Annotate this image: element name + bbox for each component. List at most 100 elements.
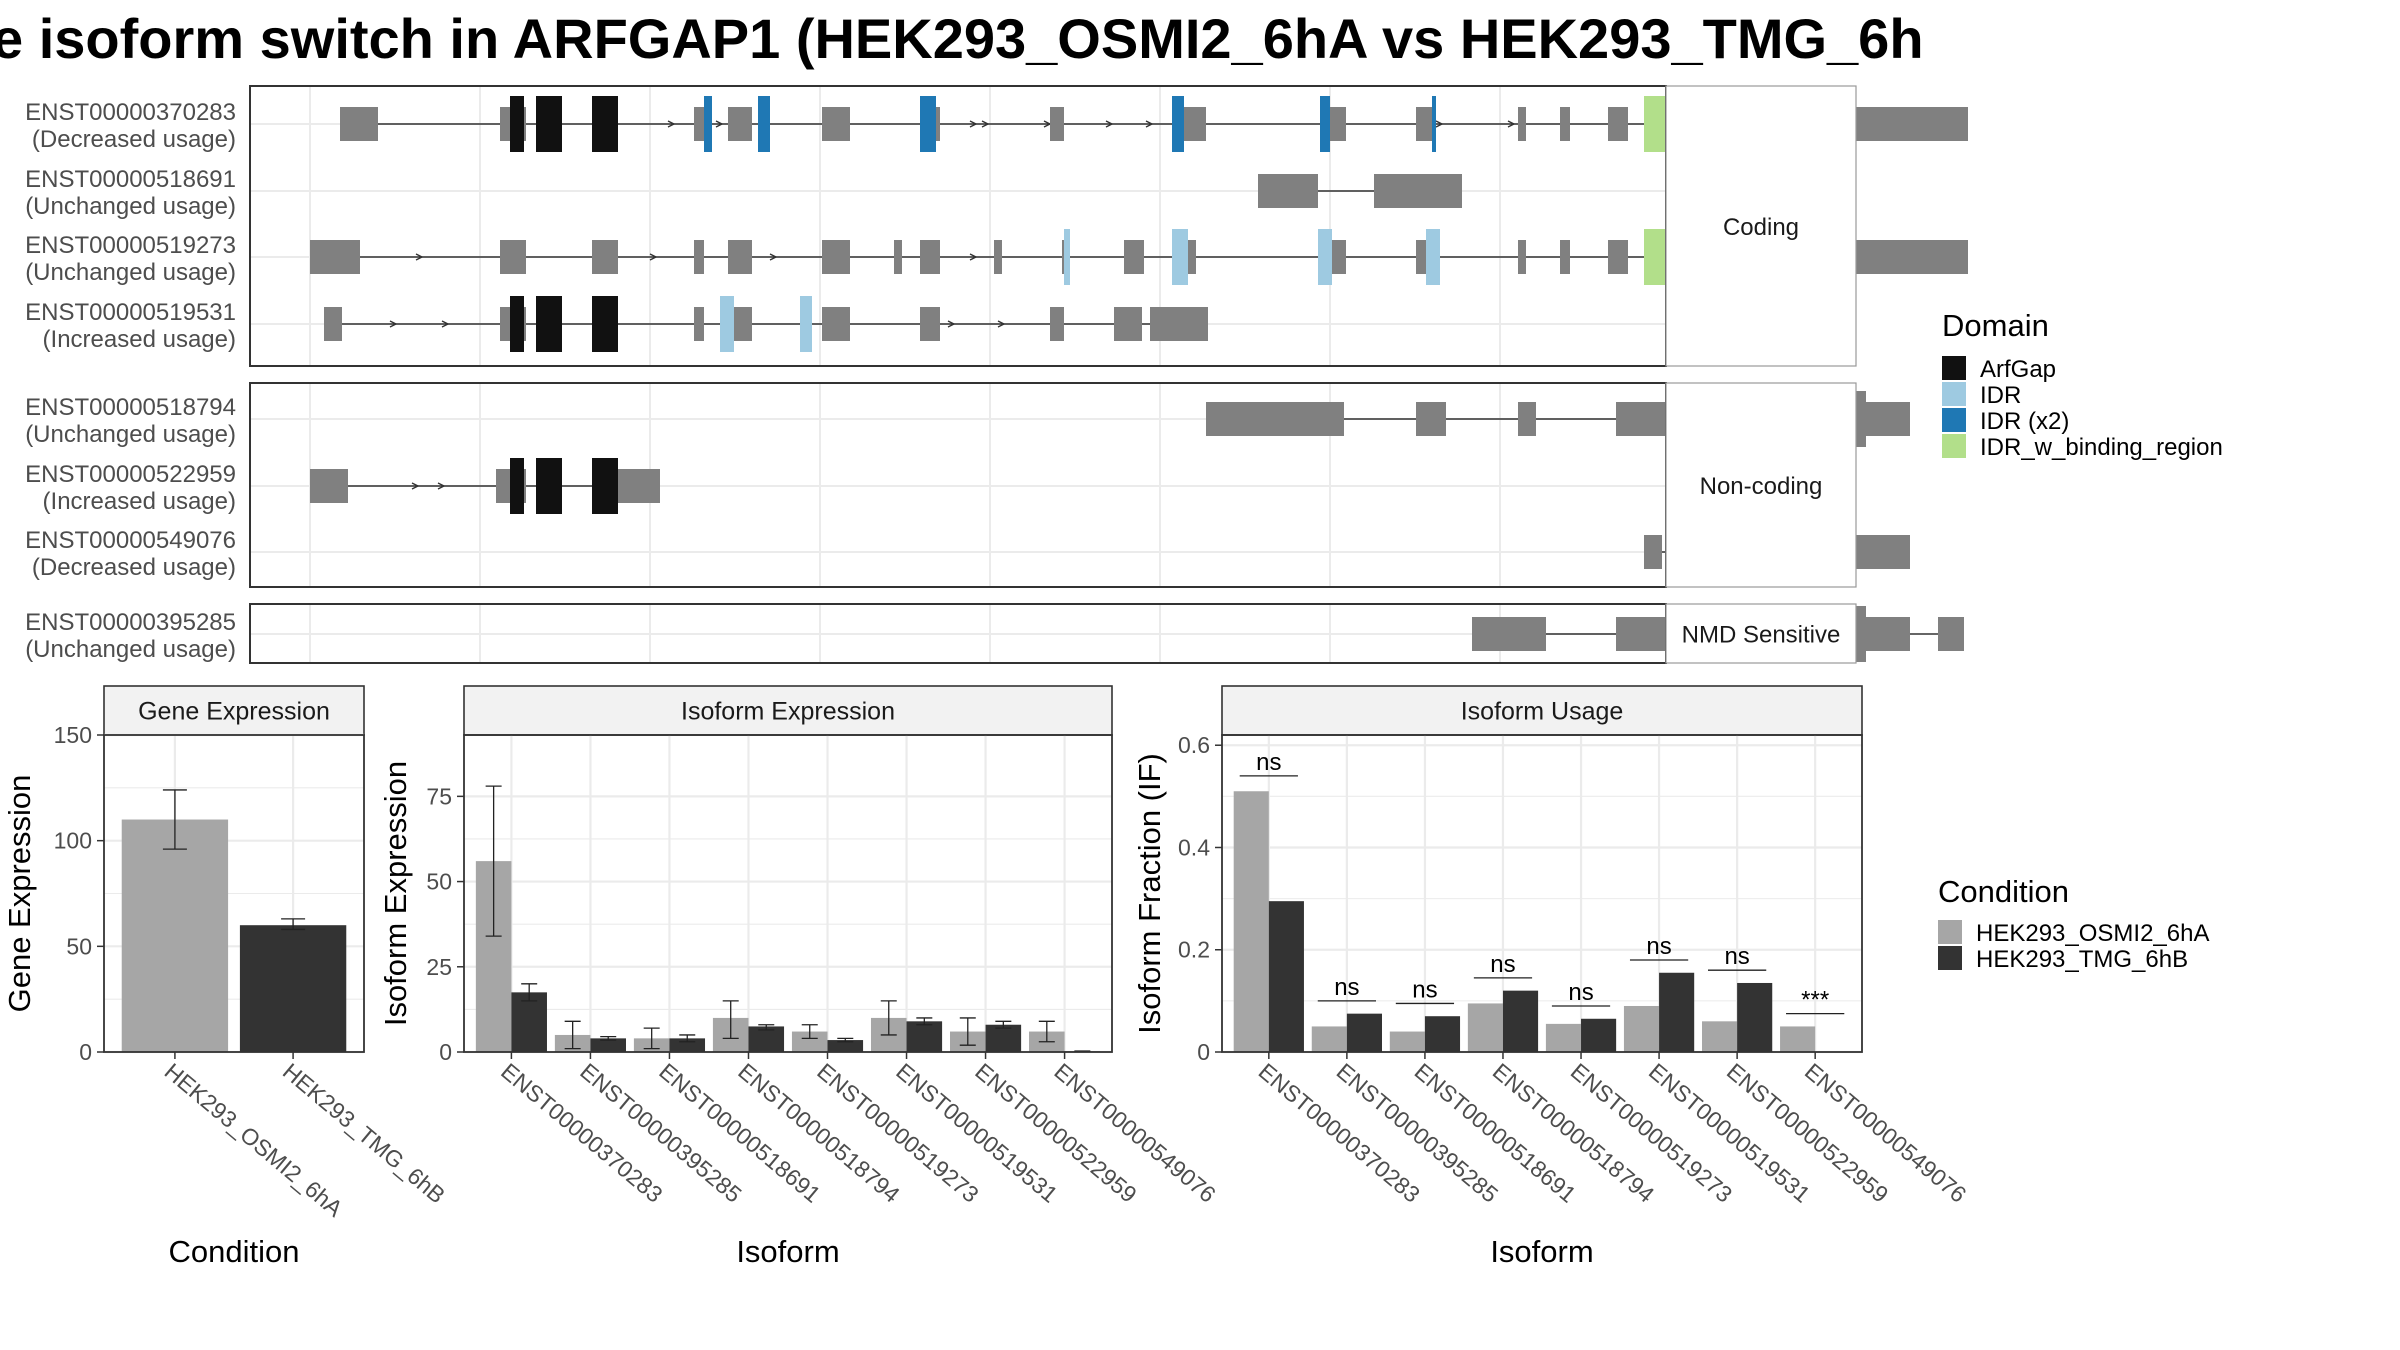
data-bar — [1545, 1023, 1582, 1052]
exon-block — [1608, 107, 1628, 141]
exon-block — [728, 107, 752, 141]
structure-facet: ENST00000370283(Decreased usage) ENST0000… — [25, 85, 1968, 367]
exon-block — [920, 240, 940, 274]
data-bar — [791, 1031, 828, 1052]
x-axis-title: Isoform — [736, 1234, 839, 1269]
panel-border — [463, 734, 1113, 1053]
legend-key — [1938, 946, 1962, 970]
direction-arrow — [1145, 120, 1154, 128]
domain-block — [1172, 96, 1184, 152]
data-bar — [1623, 1005, 1660, 1052]
direction-arrow — [649, 253, 658, 261]
domain-block — [592, 458, 618, 514]
exon-block — [310, 240, 360, 274]
transcript-status-label: (Increased usage) — [43, 488, 236, 515]
transcript-status-label: (Increased usage) — [43, 326, 236, 353]
structure-facet: ENST00000395285(Unchanged usage) NMD Sens… — [25, 603, 1964, 664]
direction-arrow — [947, 320, 956, 328]
domain-block — [536, 96, 562, 152]
data-bar — [1233, 791, 1269, 1052]
transcript-status-label: (Decreased usage) — [32, 126, 236, 153]
domain-block — [510, 96, 524, 152]
data-bar — [1268, 901, 1304, 1052]
y-tick-label: 0.2 — [1178, 937, 1210, 963]
direction-arrow — [981, 120, 990, 128]
panel-title: Isoform Expression — [681, 698, 895, 726]
y-axis-title: Gene Expression — [2, 775, 37, 1013]
data-bar — [1780, 1026, 1816, 1052]
data-bar — [827, 1040, 864, 1052]
transcript-track: ENST00000518691(Unchanged usage) — [25, 166, 1462, 220]
data-bar — [1502, 990, 1539, 1052]
direction-arrow — [411, 482, 420, 490]
transcript-status-label: (Unchanged usage) — [25, 193, 236, 220]
data-bar — [1389, 1031, 1425, 1052]
domain-block — [720, 296, 734, 352]
exon-block — [694, 240, 704, 274]
legend-label: IDR (x2) — [1980, 408, 2069, 435]
facet-strip-label: NMD Sensitive — [1682, 622, 1841, 649]
domain-block — [704, 96, 712, 152]
exon-block — [1518, 402, 1536, 436]
data-bar — [590, 1038, 626, 1052]
data-bar — [511, 992, 547, 1052]
isoform-expression-panel: Isoform Expression0255075ENST00000370283… — [378, 685, 1221, 1269]
exon-block — [1560, 107, 1570, 141]
exon-block — [1644, 535, 1662, 569]
transcript-track: ENST00000519531(Increased usage) — [25, 296, 1208, 353]
y-axis-title: Isoform Fraction (IF) — [1132, 753, 1167, 1034]
significance-label: ns — [1568, 979, 1593, 1006]
direction-arrow — [389, 320, 398, 328]
y-tick-label: 100 — [54, 828, 92, 854]
exon-block — [1328, 107, 1346, 141]
y-axis-title: Isoform Expression — [378, 761, 413, 1026]
exon-block — [1608, 240, 1628, 274]
data-bar — [1311, 1026, 1347, 1052]
exon-block — [1472, 617, 1546, 651]
panel-title: Gene Expression — [138, 698, 330, 726]
exon-block — [1416, 402, 1446, 436]
exon-block — [592, 240, 618, 274]
transcript-id-label: ENST00000370283 — [25, 99, 236, 126]
transcript-id-label: ENST00000395285 — [25, 609, 236, 636]
legend-title: Domain — [1942, 308, 2049, 343]
data-bar — [1737, 982, 1773, 1052]
significance-label: ns — [1490, 951, 1515, 978]
transcript-id-label: ENST00000518794 — [25, 394, 236, 421]
direction-arrow — [769, 253, 778, 261]
legend-label: IDR — [1980, 382, 2021, 409]
domain-block — [536, 458, 562, 514]
direction-arrow — [969, 253, 978, 261]
legend-key — [1942, 408, 1966, 432]
y-tick-label: 150 — [54, 722, 92, 748]
direction-arrow — [667, 120, 676, 128]
exon-block — [1374, 174, 1462, 208]
direction-arrow — [1435, 120, 1444, 128]
exon-block — [1114, 307, 1142, 341]
exon-block — [1258, 174, 1318, 208]
legend-label: IDR_w_binding_region — [1980, 434, 2223, 461]
exon-block — [694, 307, 704, 341]
direction-arrow — [1105, 120, 1114, 128]
x-axis-title: Isoform — [1490, 1234, 1593, 1269]
exon-block — [894, 240, 902, 274]
significance-label: ns — [1412, 976, 1437, 1003]
direction-arrow — [441, 320, 450, 328]
transcript-track: ENST00000522959(Increased usage) — [25, 458, 660, 515]
y-tick-label: 0 — [439, 1039, 452, 1065]
data-bar — [1581, 1018, 1617, 1052]
transcript-status-label: (Unchanged usage) — [25, 259, 236, 286]
data-bar — [906, 1021, 943, 1052]
legend-key — [1942, 434, 1966, 458]
domain-block — [758, 96, 770, 152]
facet-strip — [1665, 603, 1857, 664]
data-bar — [748, 1026, 785, 1052]
panel-title: Isoform Usage — [1461, 698, 1624, 726]
facet-strip — [1665, 85, 1857, 367]
domain-block — [1064, 229, 1070, 285]
exon-block — [994, 240, 1002, 274]
legend-label: HEK293_OSMI2_6hA — [1976, 920, 2209, 947]
legend-key — [1942, 382, 1966, 406]
data-bar — [1346, 1013, 1382, 1052]
